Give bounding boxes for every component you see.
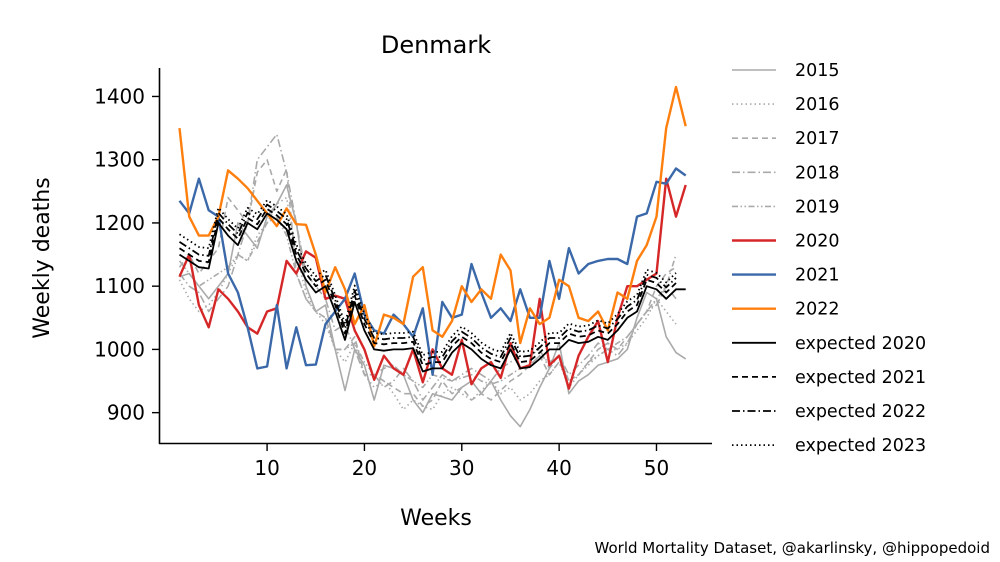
series-line-9 (179, 208, 677, 367)
series-line-1 (178, 196, 677, 411)
x-tick-label: 20 (352, 456, 377, 480)
series-line-0 (179, 184, 687, 428)
source-credit: World Mortality Dataset, @akarlinsky, @h… (594, 539, 990, 557)
x-tick-label: 50 (644, 456, 669, 480)
legend-label-8: expected 2020 (795, 334, 926, 354)
series-line-11 (179, 199, 677, 357)
legend-label-9: expected 2021 (795, 368, 926, 388)
series-line-5 (178, 177, 687, 390)
legend-label-7: 2022 (795, 300, 840, 320)
y-tick-label: 900 (107, 401, 145, 425)
legend-label-6: 2021 (795, 266, 840, 286)
x-tick-label: 30 (449, 456, 474, 480)
legend-label-4: 2019 (795, 197, 840, 217)
series-line-3 (178, 133, 677, 401)
series-line-7 (178, 85, 687, 348)
legend-label-1: 2016 (795, 95, 840, 115)
chart-title: Denmark (381, 31, 491, 59)
axes (158, 68, 712, 445)
x-axis-label: Weeks (400, 506, 472, 531)
series-line-10 (179, 203, 677, 362)
series-line-8 (179, 212, 686, 373)
y-tick-label: 1200 (94, 211, 145, 235)
legend-label-3: 2018 (795, 163, 840, 183)
plot-area (178, 85, 687, 428)
y-tick-label: 1000 (94, 337, 145, 361)
x-tick-label: 10 (254, 456, 279, 480)
x-ticks: 10 20 30 40 50 (254, 444, 669, 480)
legend-label-2: 2017 (795, 129, 840, 149)
legend-label-5: 2020 (795, 232, 840, 252)
series-line-6 (178, 167, 687, 376)
y-tick-label: 1100 (94, 274, 145, 298)
legend-label-10: expected 2022 (795, 402, 926, 422)
y-tick-label: 1400 (94, 84, 145, 108)
series-line-4 (178, 215, 677, 389)
legend: 2015 2016 2017 2018 2019 2020 2021 2022 expected… (732, 61, 926, 456)
y-tick-label: 1300 (94, 148, 145, 172)
y-ticks: 900 1000 1100 1200 1300 1400 (94, 84, 159, 425)
legend-label-0: 2015 (795, 61, 840, 81)
legend-label-11: expected 2023 (795, 436, 926, 456)
series-line-2 (178, 158, 677, 408)
y-axis-label: Weekly deaths (30, 177, 55, 338)
x-tick-label: 40 (546, 456, 571, 480)
